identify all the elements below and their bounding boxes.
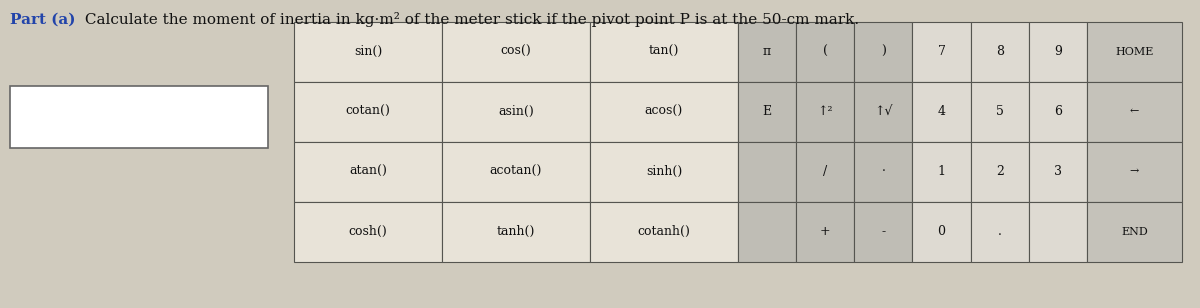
Bar: [796, 22, 854, 82]
Text: tan(): tan(): [649, 45, 679, 58]
Text: 1: 1: [937, 165, 946, 178]
Bar: [442, 82, 590, 142]
Text: tanh(): tanh(): [497, 225, 535, 238]
Bar: [854, 22, 912, 82]
Bar: [1087, 142, 1182, 202]
Bar: [912, 202, 971, 262]
Text: E: E: [762, 105, 772, 118]
Text: +: +: [820, 225, 830, 238]
Bar: [796, 202, 854, 262]
Text: ): ): [881, 45, 886, 58]
Text: (: (: [823, 45, 828, 58]
Text: Part (a): Part (a): [10, 12, 76, 26]
Bar: [971, 22, 1028, 82]
Bar: [912, 82, 971, 142]
Bar: [1087, 22, 1182, 82]
Text: Calculate the moment of inertia in kg·m² of the meter stick if the pivot point P: Calculate the moment of inertia in kg·m²…: [80, 12, 859, 27]
Text: cos(): cos(): [500, 45, 532, 58]
Bar: [1028, 142, 1087, 202]
Text: 6: 6: [1054, 105, 1062, 118]
Bar: [738, 142, 796, 202]
Text: ←: ←: [1129, 107, 1139, 117]
Bar: [796, 142, 854, 202]
Text: acotan(): acotan(): [490, 165, 542, 178]
Text: -: -: [881, 225, 886, 238]
Bar: [294, 22, 442, 82]
Bar: [854, 202, 912, 262]
Text: cotan(): cotan(): [346, 105, 390, 118]
Text: HOME: HOME: [1115, 47, 1153, 57]
Bar: [971, 202, 1028, 262]
Bar: [442, 202, 590, 262]
Bar: [738, 22, 796, 82]
Text: cosh(): cosh(): [349, 225, 388, 238]
Bar: [912, 22, 971, 82]
Text: sinh(): sinh(): [646, 165, 682, 178]
Bar: [294, 142, 442, 202]
Bar: [294, 82, 442, 142]
Text: .: .: [997, 225, 1002, 238]
Bar: [1028, 202, 1087, 262]
Text: 8: 8: [996, 45, 1003, 58]
Text: 4: 4: [937, 105, 946, 118]
Text: atan(): atan(): [349, 165, 386, 178]
Text: 3: 3: [1054, 165, 1062, 178]
Text: acos(): acos(): [644, 105, 683, 118]
Text: ·: ·: [882, 165, 886, 178]
Bar: [590, 202, 738, 262]
Bar: [971, 142, 1028, 202]
Bar: [1028, 22, 1087, 82]
Bar: [854, 82, 912, 142]
Text: 9: 9: [1054, 45, 1062, 58]
Bar: [1087, 82, 1182, 142]
Bar: [590, 82, 738, 142]
Bar: [854, 142, 912, 202]
Text: /: /: [823, 165, 827, 178]
Bar: [1028, 82, 1087, 142]
Text: END: END: [1121, 227, 1148, 237]
Bar: [442, 142, 590, 202]
Bar: [738, 82, 796, 142]
Text: 7: 7: [937, 45, 946, 58]
Bar: [971, 82, 1028, 142]
Text: ↑²: ↑²: [817, 105, 833, 118]
Bar: [442, 22, 590, 82]
Bar: [796, 82, 854, 142]
Text: 0: 0: [937, 225, 946, 238]
Bar: [738, 202, 796, 262]
Bar: [294, 202, 442, 262]
Text: π: π: [763, 45, 772, 58]
Text: →: →: [1129, 167, 1139, 177]
Bar: [10, 86, 268, 148]
Text: sin(): sin(): [354, 45, 382, 58]
Bar: [590, 142, 738, 202]
Text: asin(): asin(): [498, 105, 534, 118]
Text: cotanh(): cotanh(): [637, 225, 690, 238]
Bar: [590, 22, 738, 82]
Text: 2: 2: [996, 165, 1003, 178]
Bar: [1087, 202, 1182, 262]
Bar: [912, 142, 971, 202]
Text: 5: 5: [996, 105, 1003, 118]
Text: ↑√: ↑√: [874, 105, 893, 118]
